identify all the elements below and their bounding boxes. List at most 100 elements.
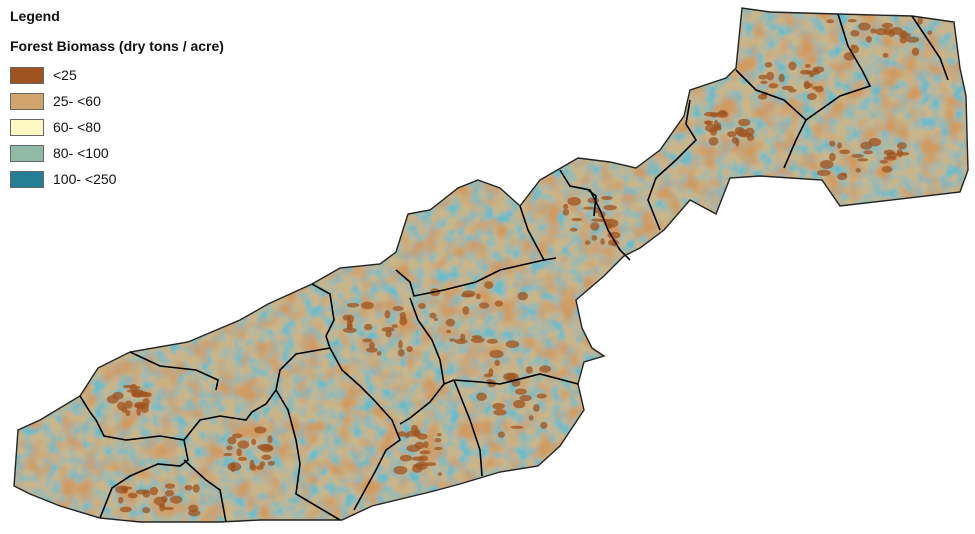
low-biomass-patch [122, 384, 135, 389]
low-biomass-patch [536, 393, 547, 399]
low-biomass-patch [226, 445, 233, 451]
low-biomass-patch [584, 240, 591, 245]
legend-item: 60- <80 [10, 114, 224, 140]
low-biomass-patch [184, 484, 193, 491]
low-biomass-patch [839, 149, 850, 155]
low-biomass-patch [758, 74, 768, 80]
low-biomass-patch [571, 217, 583, 222]
low-biomass-patch [393, 465, 408, 475]
low-biomass-patch [493, 409, 507, 416]
low-biomass-patch [392, 306, 404, 312]
low-biomass-patch [434, 437, 442, 443]
legend-swatch [10, 144, 44, 162]
low-biomass-patch [412, 463, 425, 468]
low-biomass-patch [855, 168, 862, 173]
low-biomass-patch [788, 61, 797, 71]
low-biomass-patch [760, 80, 768, 85]
low-biomass-patch [478, 302, 490, 309]
legend-label: 60- <80 [53, 119, 101, 135]
low-biomass-patch [136, 406, 141, 416]
low-biomass-patch [850, 29, 860, 37]
low-biomass-patch [118, 496, 124, 504]
county-line [183, 459, 227, 523]
low-biomass-patch [475, 293, 481, 300]
low-biomass-patch [237, 456, 248, 462]
low-biomass-patch [437, 472, 442, 476]
low-biomass-patch [713, 119, 719, 129]
low-biomass-patch [149, 486, 159, 496]
county-line [329, 347, 401, 511]
county-line [911, 15, 949, 81]
county-line [311, 283, 335, 349]
low-biomass-patch [399, 454, 413, 462]
low-biomass-patch [539, 365, 552, 373]
legend-swatch [10, 66, 44, 84]
low-biomass-patch [603, 204, 617, 211]
low-biomass-patch [829, 140, 836, 147]
low-biomass-patch [187, 509, 201, 517]
low-biomass-patch [590, 222, 600, 231]
low-biomass-patch [342, 327, 357, 333]
low-biomass-patch [414, 441, 425, 450]
legend-label: <25 [53, 67, 77, 83]
low-biomass-patch [567, 196, 581, 206]
low-biomass-patch [406, 346, 413, 353]
low-biomass-patch [851, 153, 864, 158]
low-biomass-patch [865, 36, 872, 43]
low-biomass-patch [494, 359, 501, 367]
low-biomass-patch [562, 208, 570, 216]
low-biomass-patch [881, 22, 894, 29]
low-biomass-patch [734, 126, 745, 135]
low-biomass-patch [436, 432, 442, 437]
low-biomass-patch [528, 415, 534, 421]
low-biomass-patch [497, 431, 505, 438]
low-biomass-patch [106, 395, 119, 404]
low-biomass-patch [446, 329, 452, 334]
low-biomass-patch [704, 111, 716, 117]
low-biomass-patch [256, 465, 264, 470]
low-biomass-patch [533, 404, 540, 412]
low-biomass-patch [898, 32, 911, 39]
low-biomass-patch [591, 235, 598, 241]
county-line [409, 297, 579, 386]
low-biomass-patch [738, 118, 751, 127]
low-biomass-patch [164, 483, 176, 489]
low-biomass-patch [505, 340, 520, 348]
county-line [735, 13, 872, 122]
low-biomass-patch [812, 86, 819, 90]
low-biomass-patch [851, 44, 860, 54]
low-biomass-patch [494, 300, 503, 307]
low-biomass-patch [816, 169, 831, 176]
legend-item: 80- <100 [10, 140, 224, 166]
county-line [559, 169, 631, 261]
low-biomass-patch [857, 158, 869, 162]
county-line [647, 99, 698, 231]
low-biomass-patch [257, 444, 271, 451]
low-biomass-patch [492, 402, 505, 410]
low-biomass-patch [251, 438, 257, 446]
low-biomass-patch [236, 448, 242, 457]
low-biomass-patch [462, 290, 476, 298]
low-biomass-patch [346, 323, 354, 331]
low-biomass-patch [881, 166, 893, 173]
low-biomass-patch [368, 341, 375, 349]
legend-title: Legend [10, 8, 60, 24]
low-biomass-patch [267, 460, 275, 466]
low-biomass-patch [230, 463, 236, 473]
low-biomass-patch [433, 446, 443, 451]
low-biomass-patch [445, 318, 456, 327]
low-biomass-patch [164, 490, 175, 497]
low-biomass-patch [788, 88, 797, 93]
low-biomass-patch [703, 120, 714, 125]
county-line [399, 383, 445, 425]
low-biomass-patch [726, 131, 737, 138]
low-biomass-patch [153, 496, 167, 506]
low-biomass-patch [896, 142, 907, 150]
low-biomass-patch [837, 142, 842, 149]
low-biomass-patch [927, 30, 933, 35]
county-line [587, 189, 597, 217]
low-biomass-patch [847, 18, 857, 23]
low-biomass-patch [868, 137, 882, 147]
legend-label: 80- <100 [53, 145, 109, 161]
low-biomass-patch [863, 150, 873, 155]
